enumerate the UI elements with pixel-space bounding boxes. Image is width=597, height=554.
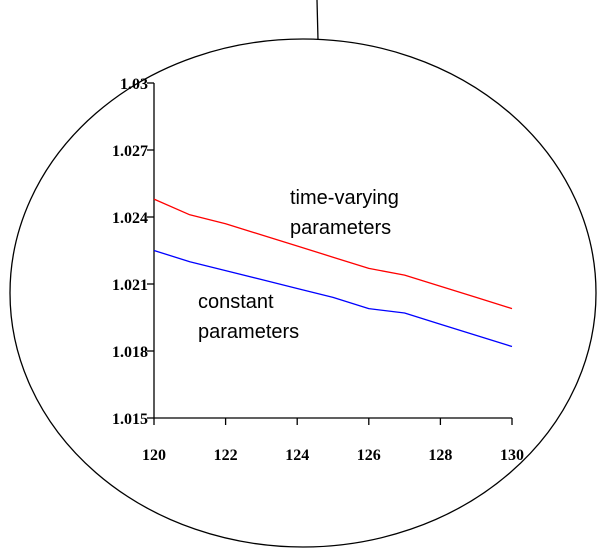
series-line-time-varying xyxy=(153,198,513,310)
magnifier-stem xyxy=(316,0,319,41)
y-tick-label: 1.021 xyxy=(112,277,148,294)
x-tick-label: 126 xyxy=(357,447,381,464)
magnifier-ellipse xyxy=(9,38,597,548)
annotation-constant: constant xyxy=(198,291,274,313)
series-line-constant xyxy=(153,249,513,348)
annotation-time-varying: time-varying xyxy=(290,187,399,209)
x-tick-label: 124 xyxy=(285,447,309,464)
y-tick-label: 1.024 xyxy=(112,210,148,227)
series-group xyxy=(153,198,513,348)
annotation-constant-line2: parameters xyxy=(198,321,299,343)
y-tick-label: 1.018 xyxy=(112,344,148,361)
x-tick-label: 128 xyxy=(428,447,452,464)
x-tick-label: 130 xyxy=(500,447,524,464)
plot-axes: 1.015 1.018 1.021 1.024 1.027 1.03 120 122 124 12… xyxy=(112,76,524,464)
annotation-time-varying-line2: parameters xyxy=(290,217,391,239)
x-tick-label: 120 xyxy=(142,447,166,464)
y-tick-label: 1.03 xyxy=(120,76,148,93)
y-tick-label: 1.027 xyxy=(112,143,148,160)
y-tick-label: 1.015 xyxy=(112,411,148,428)
x-tick-label: 122 xyxy=(214,447,238,464)
